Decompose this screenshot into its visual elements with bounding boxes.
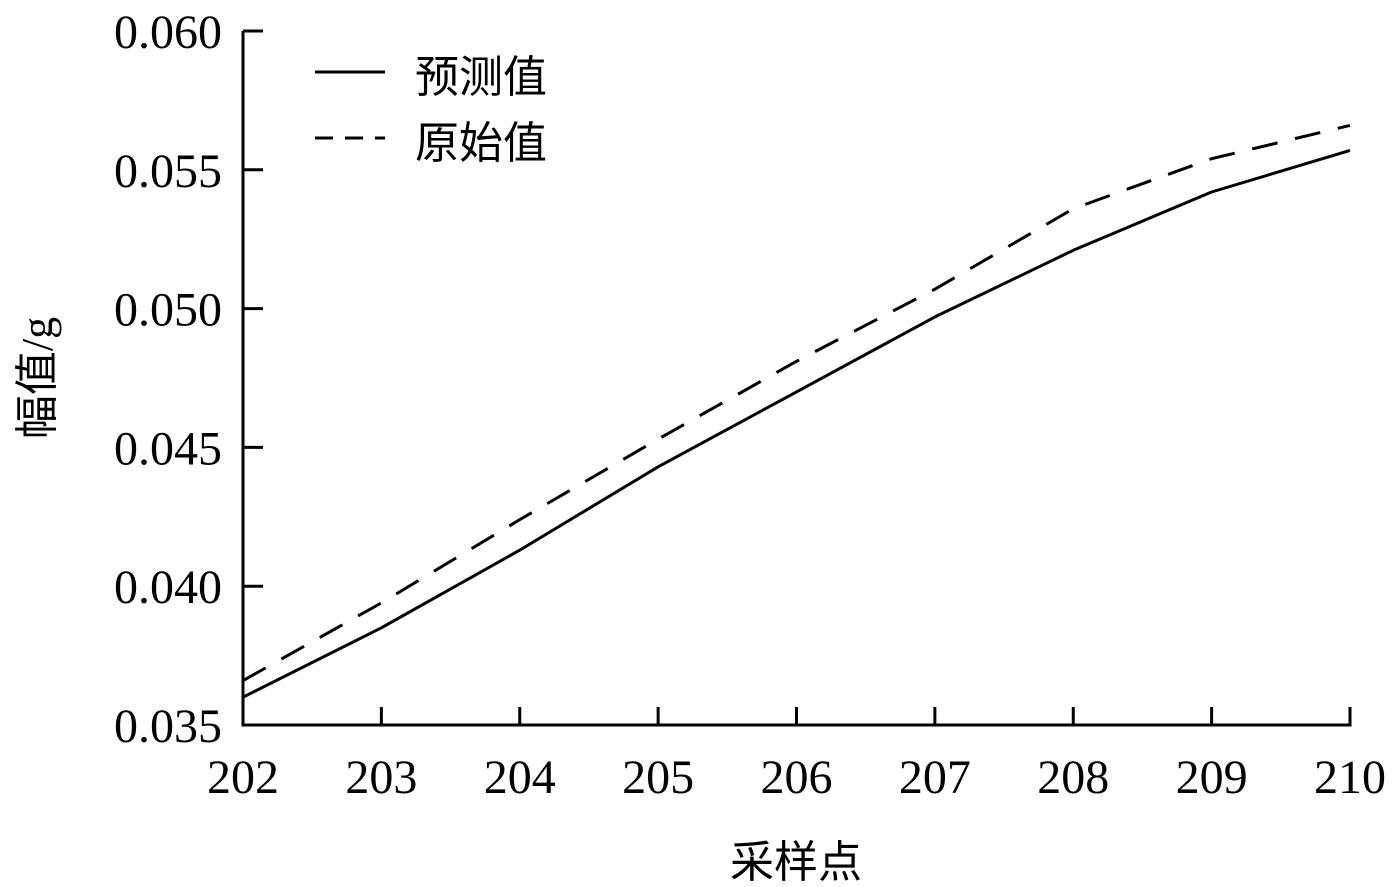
- series-original-line: [242, 123, 1351, 682]
- legend-label-original: 原始值: [415, 119, 547, 168]
- x-tick-label: 210: [1314, 751, 1386, 804]
- y-axis-label: 幅值/g: [13, 317, 62, 439]
- x-tick-label: 204: [484, 751, 556, 804]
- x-tick-label: 203: [345, 751, 417, 804]
- y-tick-label: 0.055: [114, 145, 222, 198]
- x-tick-label: 208: [1037, 751, 1109, 804]
- x-tick-label: 205: [622, 751, 694, 804]
- x-tick-label: 202: [207, 751, 279, 804]
- x-axis-label: 采样点: [730, 838, 862, 887]
- axes: [241, 31, 1352, 727]
- y-tick-label: 0.035: [114, 700, 222, 753]
- legend: 预测值 原始值: [315, 53, 547, 168]
- x-tick-label: 207: [899, 751, 971, 804]
- y-tick-label: 0.045: [114, 422, 222, 475]
- y-tick-label: 0.050: [114, 284, 222, 337]
- y-tick-label: 0.060: [114, 6, 222, 59]
- y-tick-label: 0.040: [114, 561, 222, 614]
- x-tick-label: 206: [761, 751, 833, 804]
- legend-label-predicted: 预测值: [415, 53, 547, 102]
- ticks: 0.035 0.040 0.045 0.050 0.055 0.060 202 203 204 2…: [114, 6, 1386, 804]
- series-predicted-line: [242, 148, 1351, 699]
- plot-lines: [242, 123, 1351, 699]
- x-tick-label: 209: [1176, 751, 1248, 804]
